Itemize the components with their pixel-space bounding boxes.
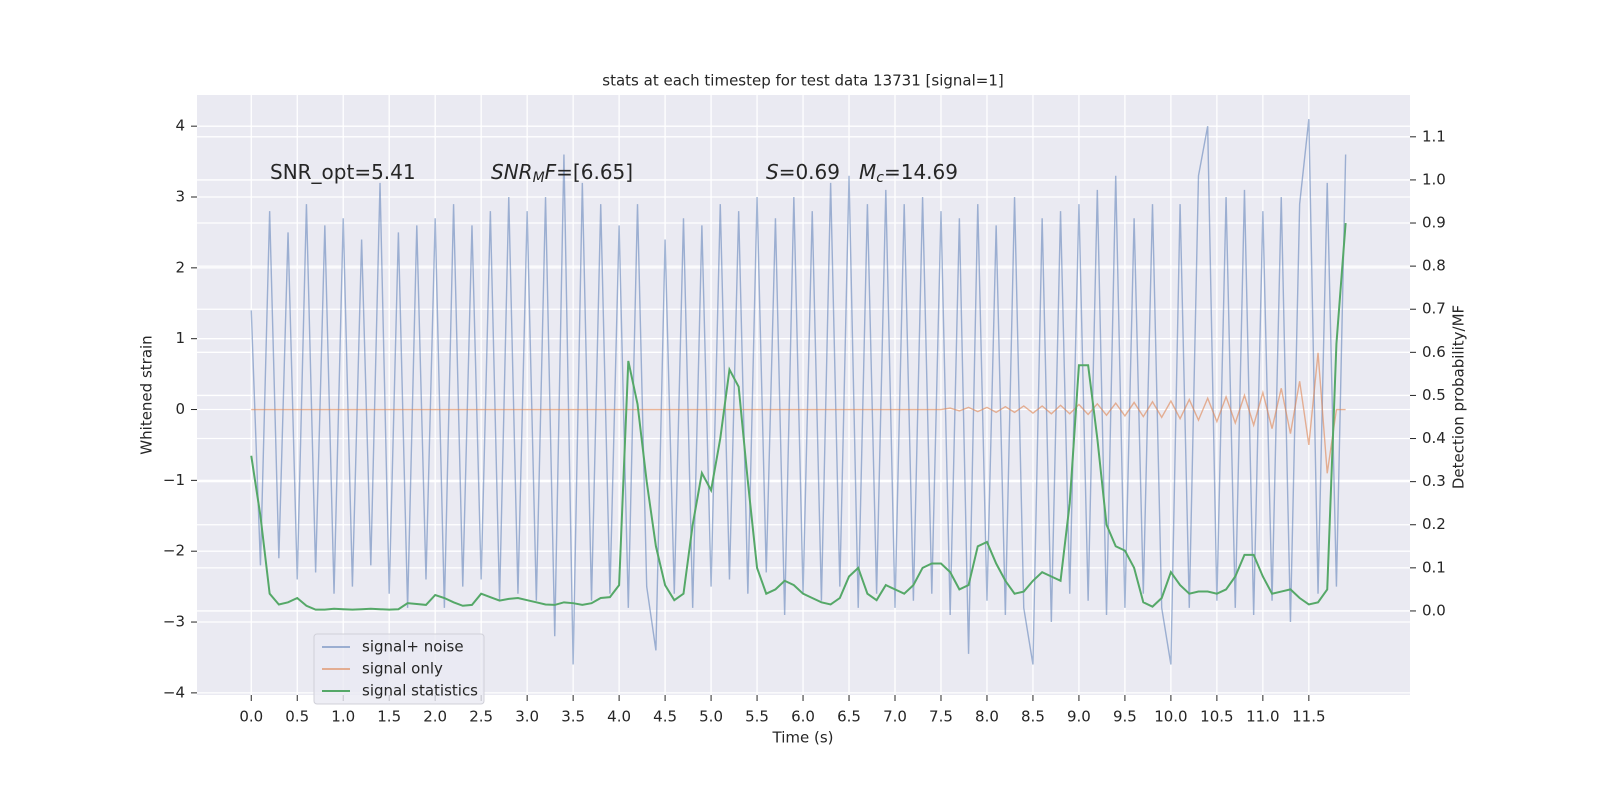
x-tick-label: 0.0 — [239, 708, 263, 726]
x-tick-label: 9.0 — [1067, 708, 1091, 726]
annotation-part: =[6.65] — [556, 160, 633, 184]
y2-tick-label: 0.4 — [1422, 429, 1446, 447]
y-tick-label: −1 — [163, 471, 185, 489]
annotation-part: SNR_opt=5.41 — [270, 160, 416, 184]
y2-tick-label: 0.6 — [1422, 343, 1446, 361]
x-tick-label: 4.0 — [607, 708, 631, 726]
annotation-part: =0.69 — [779, 160, 840, 184]
y-tick-label: 3 — [175, 188, 185, 206]
x-tick-label: 10.0 — [1154, 708, 1187, 726]
legend-box — [313, 633, 485, 705]
y2-tick-label: 0.3 — [1422, 472, 1446, 490]
series-line — [251, 352, 1346, 474]
y2-tick-label: 0.5 — [1422, 386, 1446, 404]
x-tick-label: 11.0 — [1246, 708, 1279, 726]
x-tick-label: 2.0 — [423, 708, 447, 726]
series-line — [250, 222, 1347, 611]
labels: 0.0 0.5 1.0 1.5 2.0 2.5 3.0 3.5 4.0 4.5 5.0 5.5 6.0 6… — [163, 117, 1446, 726]
y2-tick-label: 0.9 — [1422, 214, 1446, 232]
y-tick-label: −3 — [163, 613, 185, 631]
x-tick-label: 5.5 — [745, 708, 769, 726]
annotation-part: c — [876, 170, 884, 186]
x-tick-label: 2.5 — [469, 708, 493, 726]
y-tick-label: 4 — [175, 117, 185, 135]
x-tick-label: 11.5 — [1292, 708, 1325, 726]
x-tick-label: 4.5 — [653, 708, 677, 726]
y-tick-label: −2 — [163, 542, 185, 560]
x-tick-label: 0.5 — [285, 708, 309, 726]
chart-title: stats at each timestep for test data 137… — [602, 72, 1003, 90]
y-tick-label: −4 — [163, 683, 185, 701]
legend-label: signal only — [362, 660, 443, 678]
annotation-part: S — [766, 160, 779, 184]
annotation-part: SNR — [491, 160, 533, 184]
x-tick-label: 8.5 — [1021, 708, 1045, 726]
annotation: SNR_opt=5.41 — [270, 160, 416, 184]
y2-tick-label: 1.1 — [1422, 127, 1446, 145]
annotation-part: F — [545, 160, 557, 184]
series-line — [250, 119, 1347, 665]
x-tick-label: 5.0 — [699, 708, 723, 726]
x-tick-label: 10.5 — [1200, 708, 1233, 726]
x-tick-label: 7.0 — [883, 708, 907, 726]
y2-tick-label: 0.1 — [1422, 558, 1446, 576]
y2-tick-label: 0.2 — [1422, 515, 1446, 533]
annotation: Mc=14.69 — [859, 160, 958, 187]
y-axis-label: Whitened strain — [138, 335, 156, 454]
x-tick-label: 9.5 — [1113, 708, 1137, 726]
x-tick-label: 6.5 — [837, 708, 861, 726]
marks — [250, 119, 1347, 665]
y2-tick-label: 1.0 — [1422, 170, 1446, 188]
annotation: S=0.69 — [766, 160, 840, 184]
annotation-part: M — [859, 160, 876, 184]
x-axis-label: Time (s) — [772, 729, 834, 747]
x-tick-label: 7.5 — [929, 708, 953, 726]
x-tick-label: 3.5 — [561, 708, 585, 726]
x-tick-label: 1.5 — [377, 708, 401, 726]
y2-tick-label: 0.0 — [1422, 601, 1446, 619]
y2-axis-label: Detection probability/MF — [1450, 305, 1468, 489]
x-tick-label: 1.0 — [331, 708, 355, 726]
x-tick-label: 6.0 — [791, 708, 815, 726]
annotation-part: =14.69 — [884, 160, 958, 184]
y-tick-label: 2 — [175, 258, 185, 276]
y-tick-label: 1 — [175, 329, 185, 347]
y2-tick-label: 0.7 — [1422, 300, 1446, 318]
legend-label: signal+ noise — [362, 638, 464, 656]
x-tick-label: 3.0 — [515, 708, 539, 726]
annotation-part: M — [533, 170, 545, 186]
x-tick-label: 8.0 — [975, 708, 999, 726]
annotation: SNRMF=[6.65] — [491, 160, 633, 187]
y2-tick-label: 0.8 — [1422, 257, 1446, 275]
legend-label: signal statistics — [362, 682, 478, 700]
y-tick-label: 0 — [175, 400, 185, 418]
